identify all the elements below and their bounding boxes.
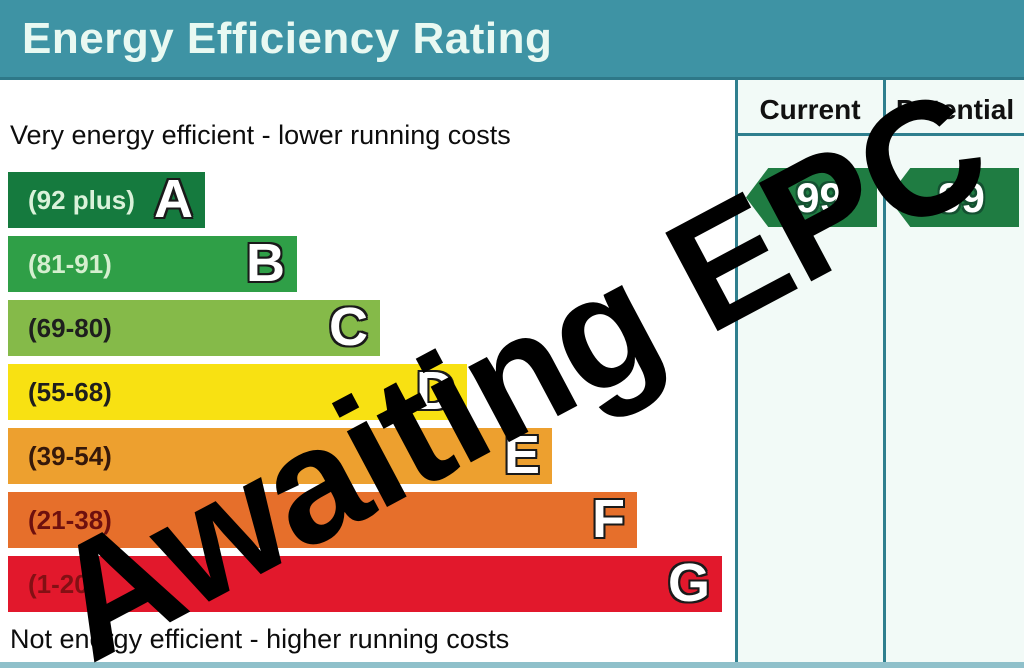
potential-rating-value: 99 [938, 173, 985, 221]
caption-not-efficient: Not energy efficient - higher running co… [10, 624, 510, 654]
band-letter: A [154, 168, 193, 229]
divider-potential-column [883, 80, 886, 668]
rating-band-f: (21-38) F [8, 492, 637, 548]
rating-band-c: (69-80) C [8, 300, 380, 356]
potential-column-header: Potential [895, 94, 1015, 125]
band-letter: F [592, 488, 625, 549]
bottom-border [0, 662, 1024, 668]
title-bar: Energy Efficiency Rating [0, 0, 1024, 80]
rating-band-e: (39-54) E [8, 428, 552, 484]
band-range-label: (39-54) [28, 440, 112, 471]
band-letter: C [329, 296, 368, 357]
band-range-label: (55-68) [28, 376, 112, 407]
rating-band-d: (55-68) D [8, 364, 467, 420]
band-letter: E [503, 424, 540, 485]
band-range-label: (69-80) [28, 312, 112, 343]
column-header-underline [735, 133, 1024, 136]
rating-band-a: (92 plus) A [8, 172, 205, 228]
rating-band-b: (81-91) B [8, 236, 297, 292]
band-letter: D [416, 360, 455, 421]
band-letter: B [246, 232, 285, 293]
current-rating-badge: 99 [746, 168, 877, 227]
current-rating-value: 99 [796, 173, 843, 221]
band-letter: G [667, 552, 710, 613]
band-range-label: (21-38) [28, 504, 112, 535]
caption-very-efficient: Very energy efficient - lower running co… [10, 120, 511, 150]
divider-current-column [735, 80, 738, 668]
band-range-label: (92 plus) [28, 184, 135, 215]
potential-rating-badge: 99 [888, 168, 1019, 227]
current-column-header: Current [759, 94, 861, 125]
band-range-label: (1-20) [28, 568, 98, 599]
page-title: Energy Efficiency Rating [22, 13, 553, 63]
rating-band-g: (1-20) G [8, 556, 722, 612]
band-range-label: (81-91) [28, 248, 112, 279]
